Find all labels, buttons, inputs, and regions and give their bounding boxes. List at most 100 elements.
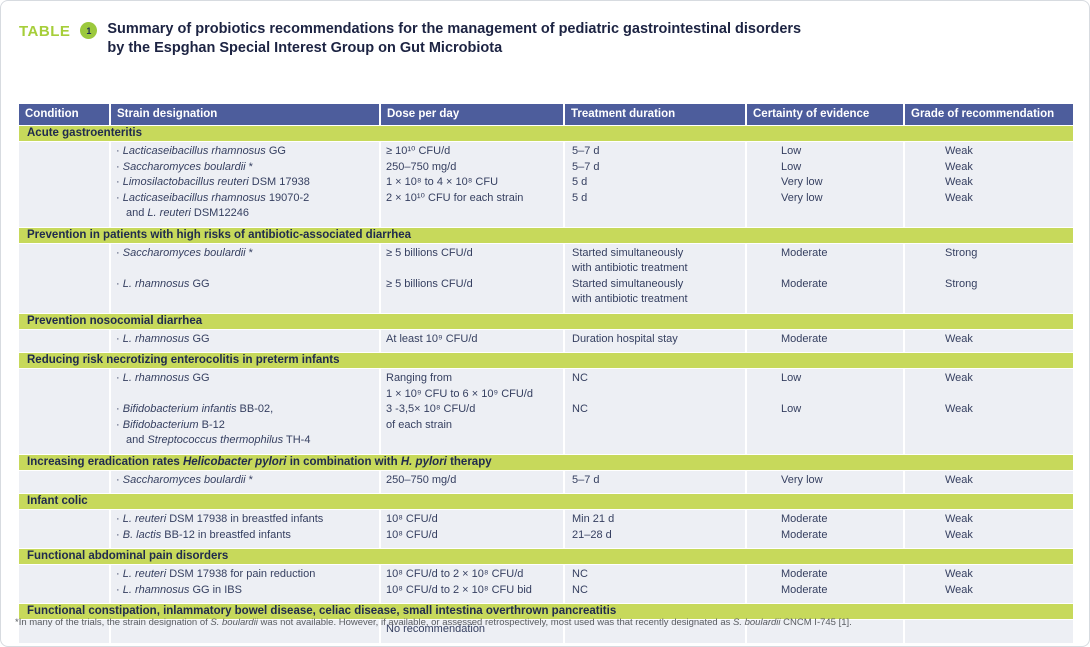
cell-duration: NC xyxy=(565,582,747,603)
cell-condition xyxy=(19,565,111,583)
cell-duration: Min 21 d xyxy=(565,510,747,528)
cell-grade: Weak xyxy=(905,159,1073,175)
table-row: · L. reuteri DSM 17938 in breastfed infa… xyxy=(19,510,1073,528)
header-condition: Condition xyxy=(19,104,111,125)
table-number-badge: 1 xyxy=(80,22,98,39)
cell-certainty: Low xyxy=(747,369,905,402)
cell-strain: · L. rhamnosus GG xyxy=(111,329,381,352)
cell-condition xyxy=(19,402,111,454)
header-certainty-of-evidence: Certainty of evidence xyxy=(747,104,905,125)
table-caption: TABLE 1 Summary of probiotics recommenda… xyxy=(19,20,801,58)
cell-grade: Weak xyxy=(905,470,1073,493)
cell-dose: 250–750 mg/d xyxy=(381,470,565,493)
cell-dose: 250–750 mg/d xyxy=(381,159,565,175)
section-header: Prevention in patients with high risks o… xyxy=(19,226,1073,244)
cell-duration: 5 d xyxy=(565,190,747,227)
cell-certainty: Very low xyxy=(747,175,905,191)
cell-dose: Ranging from 1 × 10⁹ CFU to 6 × 10⁹ CFU/d xyxy=(381,369,565,402)
cell-certainty: Moderate xyxy=(747,243,905,277)
section-header: Acute gastroenteritis xyxy=(19,125,1073,142)
cell-grade: Weak xyxy=(905,142,1073,160)
footnote: *In many of the trials, the strain desig… xyxy=(15,617,852,628)
header-dose-per-day: Dose per day xyxy=(381,104,565,125)
cell-condition xyxy=(19,276,111,313)
table-title-line2: by the Espghan Special Interest Group on… xyxy=(107,40,503,56)
cell-strain: · Saccharomyces boulardii * xyxy=(111,470,381,493)
table-row: · Lacticaseibacillus rhamnosus 19070-2 an… xyxy=(19,190,1073,227)
cell-duration: NC xyxy=(565,369,747,402)
section-header: Functional abdominal pain disorders xyxy=(19,548,1073,565)
cell-condition xyxy=(19,620,111,643)
cell-strain: · Limosilactobacillus reuteri DSM 17938 xyxy=(111,175,381,191)
cell-duration: 5–7 d xyxy=(565,470,747,493)
cell-condition xyxy=(19,510,111,528)
table-row: · L. reuteri DSM 17938 for pain reductio… xyxy=(19,565,1073,583)
table-row: · L. rhamnosus GG ≥ 5 billions CFU/d Start… xyxy=(19,276,1073,313)
header-strain-designation: Strain designation xyxy=(111,104,381,125)
cell-condition xyxy=(19,470,111,493)
cell-condition xyxy=(19,369,111,402)
table-header-row: Condition Strain designation Dose per da… xyxy=(19,104,1073,125)
table-row: · Saccharomyces boulardii * 250–750 mg/d 5… xyxy=(19,159,1073,175)
table-row: · Lacticaseibacillus rhamnosus GG ≥ 10¹⁰ … xyxy=(19,142,1073,160)
cell-certainty: Moderate xyxy=(747,276,905,313)
cell-dose: No recommendation xyxy=(381,620,565,643)
table-row: · Saccharomyces boulardii * ≥ 5 billions … xyxy=(19,243,1073,277)
cell-strain: · Bifidobacterium infantis BB-02, · Bifid… xyxy=(111,402,381,454)
cell-strain: · L. reuteri DSM 17938 for pain reductio… xyxy=(111,565,381,583)
cell-strain: · L. rhamnosus GG xyxy=(111,276,381,313)
cell-dose: 2 × 10¹⁰ CFU for each strain xyxy=(381,190,565,227)
table-row: · B. lactis BB-12 in breastfed infants 10… xyxy=(19,527,1073,548)
cell-strain: · L. rhamnosus GG xyxy=(111,369,381,402)
cell-condition xyxy=(19,175,111,191)
section-header: Reducing risk necrotizing enterocolitis … xyxy=(19,352,1073,369)
header-treatment-duration: Treatment duration xyxy=(565,104,747,125)
table-row: · Saccharomyces boulardii * 250–750 mg/d 5… xyxy=(19,470,1073,493)
cell-condition xyxy=(19,190,111,227)
cell-dose: ≥ 5 billions CFU/d xyxy=(381,276,565,313)
cell-strain xyxy=(111,620,381,643)
cell-strain: · B. lactis BB-12 in breastfed infants xyxy=(111,527,381,548)
cell-dose: ≥ 5 billions CFU/d xyxy=(381,243,565,277)
cell-certainty: Very low xyxy=(747,190,905,227)
cell-grade: Weak xyxy=(905,369,1073,402)
header-grade-of-recommendation: Grade of recommendation xyxy=(911,108,1055,120)
cell-duration: 5–7 d xyxy=(565,159,747,175)
table-title: Summary of probiotics recommendations fo… xyxy=(107,20,801,58)
cell-certainty: Moderate xyxy=(747,527,905,548)
cell-strain: · Saccharomyces boulardii * xyxy=(111,159,381,175)
cell-condition xyxy=(19,159,111,175)
table-row: · Bifidobacterium infantis BB-02, · Bifid… xyxy=(19,402,1073,454)
section-header: Functional constipation, inlammatory bow… xyxy=(19,603,1073,620)
probiotics-table: Condition Strain designation Dose per da… xyxy=(19,104,1073,643)
cell-duration xyxy=(565,620,747,643)
cell-certainty: Low xyxy=(747,142,905,160)
cell-strain: · Saccharomyces boulardii * xyxy=(111,243,381,277)
table-number: 1 xyxy=(86,25,92,36)
cell-certainty: Low xyxy=(747,159,905,175)
cell-condition xyxy=(19,243,111,277)
cell-grade: Weak xyxy=(905,582,1073,603)
table-row: · L. rhamnosus GG Ranging from 1 × 10⁹ CFU… xyxy=(19,369,1073,402)
cell-certainty: Very low xyxy=(747,470,905,493)
cell-duration: Started simultaneously with antibiotic tr… xyxy=(565,243,747,277)
cell-duration: 5 d xyxy=(565,175,747,191)
cell-duration: 21–28 d xyxy=(565,527,747,548)
cell-grade: Weak xyxy=(905,565,1073,583)
cell-duration: Started simultaneously with antibiotic tr… xyxy=(565,276,747,313)
cell-dose: ≥ 10¹⁰ CFU/d xyxy=(381,142,565,160)
cell-grade: Strong xyxy=(905,243,1073,277)
cell-dose: 3 -3,5× 10⁸ CFU/d of each strain xyxy=(381,402,565,454)
cell-certainty: Moderate xyxy=(747,329,905,352)
cell-certainty: Moderate xyxy=(747,582,905,603)
cell-condition xyxy=(19,582,111,603)
section-header: Infant colic xyxy=(19,493,1073,510)
cell-certainty: Moderate xyxy=(747,565,905,583)
cell-condition xyxy=(19,527,111,548)
cell-grade: Weak xyxy=(905,190,1073,227)
cell-dose: 10⁸ CFU/d to 2 × 10⁸ CFU/d xyxy=(381,565,565,583)
cell-grade: Strong xyxy=(905,276,1073,313)
cell-strain: · Lacticaseibacillus rhamnosus GG xyxy=(111,142,381,160)
cell-dose: 1 × 10⁸ to 4 × 10⁸ CFU xyxy=(381,175,565,191)
cell-strain: · L. rhamnosus GG in IBS xyxy=(111,582,381,603)
